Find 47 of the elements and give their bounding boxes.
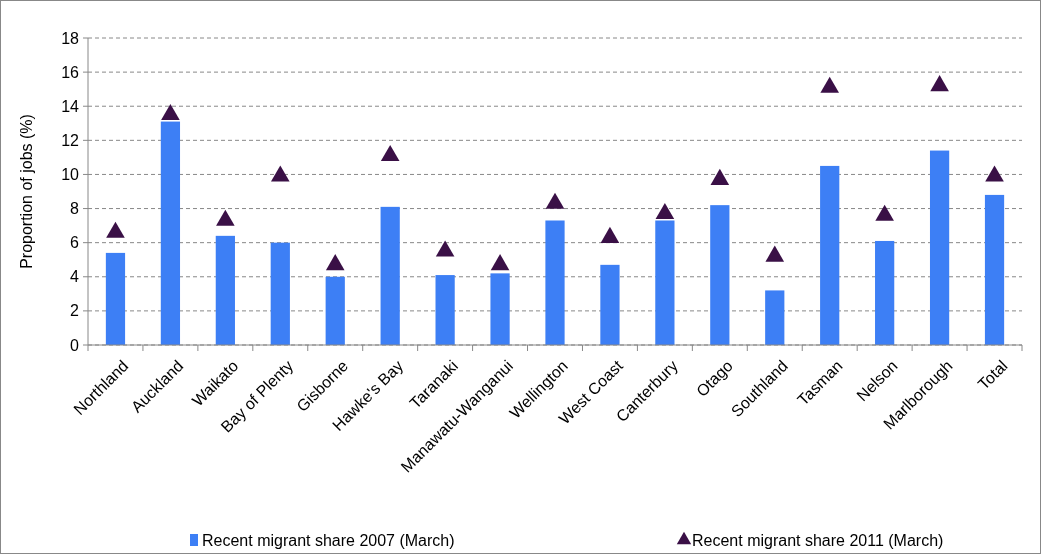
bar bbox=[215, 235, 235, 345]
legend-label: Recent migrant share 2007 (March) bbox=[202, 531, 455, 549]
point bbox=[655, 202, 675, 220]
bar bbox=[270, 242, 290, 345]
point bbox=[270, 165, 290, 182]
y-tick-label: 2 bbox=[70, 302, 80, 320]
point bbox=[380, 144, 400, 162]
y-tick-label: 18 bbox=[61, 29, 80, 47]
y-tick-label: 16 bbox=[61, 63, 80, 81]
bar bbox=[600, 264, 620, 345]
y-tick-label: 4 bbox=[70, 268, 80, 286]
point bbox=[875, 204, 894, 221]
legend-label: Recent migrant share 2011 (March) bbox=[692, 531, 944, 549]
y-axis-title: Proportion of jobs (%) bbox=[18, 114, 35, 269]
y-tick-label: 10 bbox=[61, 166, 80, 184]
y-tick-label: 14 bbox=[61, 97, 80, 115]
y-tick-label: 6 bbox=[70, 234, 80, 252]
bar bbox=[655, 220, 675, 345]
bar bbox=[325, 276, 345, 345]
point bbox=[545, 192, 565, 209]
bar bbox=[490, 273, 510, 345]
point bbox=[765, 245, 785, 262]
point bbox=[435, 240, 455, 257]
bar bbox=[929, 150, 950, 345]
bar bbox=[984, 194, 1005, 345]
point bbox=[106, 221, 125, 238]
point bbox=[161, 104, 180, 121]
y-tick-label: 0 bbox=[70, 336, 80, 354]
point bbox=[490, 254, 510, 271]
bar bbox=[160, 121, 181, 345]
point bbox=[325, 254, 345, 271]
bar bbox=[435, 275, 455, 345]
point bbox=[985, 165, 1004, 182]
bar bbox=[875, 240, 895, 345]
bar bbox=[765, 290, 785, 345]
y-tick-label: 8 bbox=[70, 200, 80, 218]
bar bbox=[710, 205, 730, 345]
bar bbox=[820, 165, 840, 345]
y-tick-label: 12 bbox=[61, 131, 80, 149]
bar bbox=[380, 206, 400, 345]
point bbox=[820, 76, 840, 93]
point bbox=[216, 209, 235, 226]
point bbox=[600, 226, 620, 243]
point bbox=[710, 168, 730, 185]
bar bbox=[105, 252, 126, 345]
point bbox=[930, 75, 949, 92]
bar bbox=[545, 220, 565, 345]
